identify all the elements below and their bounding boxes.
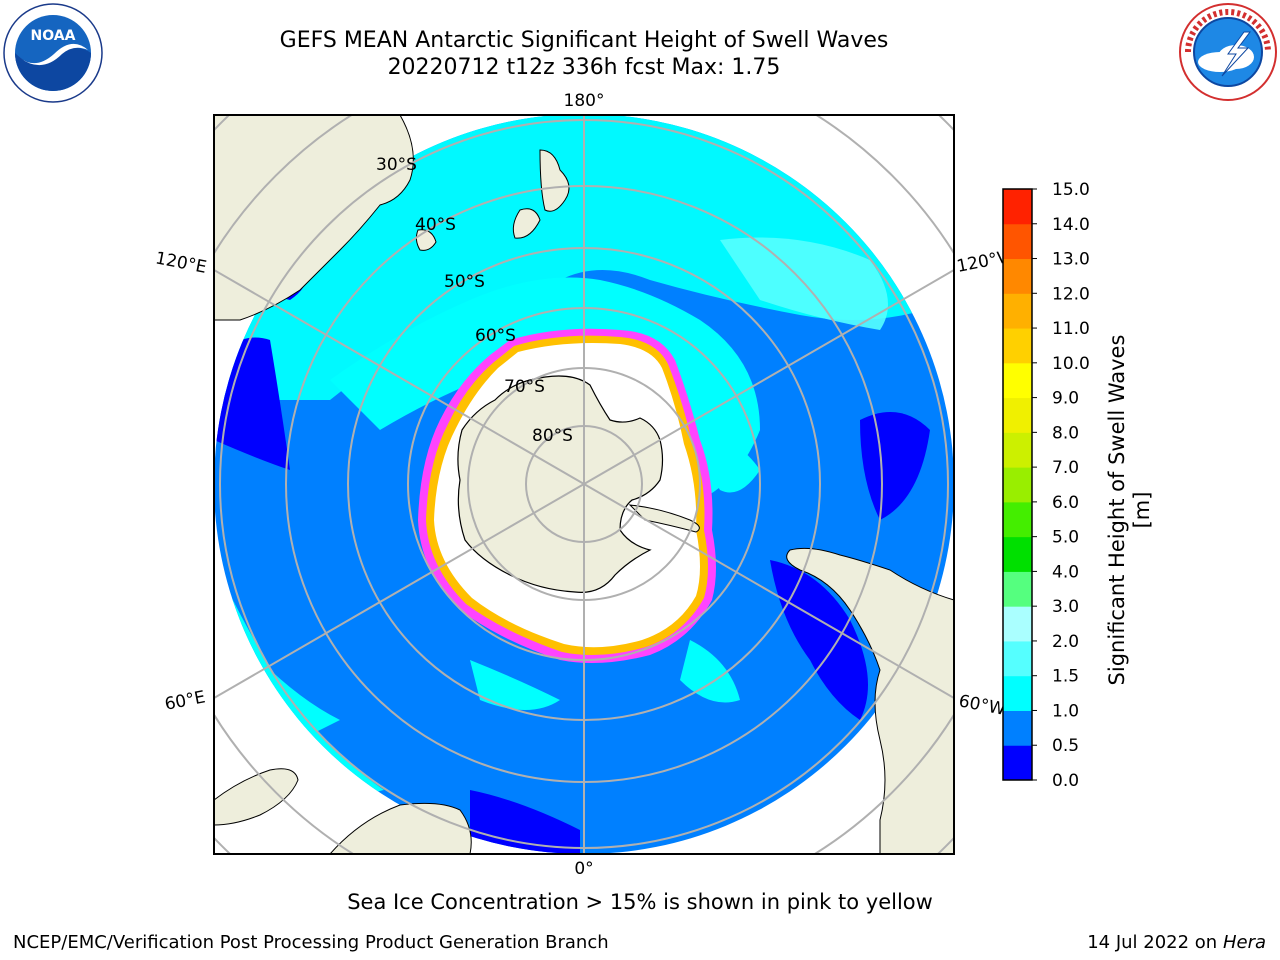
- colorbar-tick-label: 9.0: [1052, 389, 1079, 409]
- noaa-logo: NOAA: [3, 3, 103, 103]
- colorbar-segment: [1003, 293, 1032, 329]
- nws-logo: [1179, 3, 1277, 101]
- colorbar-segment: [1003, 328, 1032, 364]
- colorbar-segment: [1003, 675, 1032, 711]
- colorbar-tick-label: 2.0: [1052, 632, 1079, 652]
- footer-host: Hera: [1222, 932, 1266, 953]
- colorbar-segment: [1003, 606, 1032, 642]
- label-0: 0°: [574, 859, 593, 879]
- colorbar-tick-label: 6.0: [1052, 493, 1079, 513]
- colorbar-tick-label: 11.0: [1052, 319, 1090, 339]
- footer-credit: NCEP/EMC/Verification Post Processing Pr…: [13, 932, 609, 953]
- australia-landmass: [214, 115, 414, 321]
- footer-date: 14 Jul 2022 on Hera: [1087, 932, 1266, 953]
- colorbar-segment: [1003, 571, 1032, 607]
- label-60e: 60°E: [163, 687, 207, 714]
- colorbar-segment: [1003, 467, 1032, 503]
- colorbar-frame: [1002, 188, 1033, 781]
- sea-ice-caption: Sea Ice Concentration > 15% is shown in …: [347, 890, 933, 914]
- madagascar-landmass: [214, 768, 299, 826]
- colorbar-segment: [1003, 397, 1032, 433]
- label-40s: 40°S: [415, 215, 456, 235]
- chart-title: GEFS MEAN Antarctic Significant Height o…: [279, 28, 889, 53]
- footer-date-text: 14 Jul 2022 on: [1087, 932, 1223, 953]
- colorbar-tick-label: 7.0: [1052, 458, 1079, 478]
- colorbar-label: Significant Height of Swell Waves [m]: [1105, 334, 1154, 686]
- colorbar-tick-label: 1.0: [1052, 701, 1079, 721]
- label-80s: 80°S: [532, 426, 573, 446]
- colorbar: 0.0 0.5 1.0 1.5 2.0 3.0 4.0 5.0 6.0 7.0 8.0 9.0 10.0…: [1002, 180, 1090, 791]
- label-60w: 60°W: [957, 691, 1007, 720]
- colorbar-tick-label: 5.0: [1052, 528, 1079, 548]
- colorbar-segment: [1003, 710, 1032, 746]
- colorbar-tick-label: 12.0: [1052, 284, 1090, 304]
- colorbar-tick-label: 13.0: [1052, 250, 1090, 270]
- colorbar-tick-label: 10.0: [1052, 354, 1090, 374]
- label-70s: 70°S: [504, 377, 545, 397]
- label-30s: 30°S: [376, 155, 417, 175]
- colorbar-segment: [1003, 432, 1032, 468]
- colorbar-segment: [1003, 501, 1032, 538]
- colorbar-segment: [1003, 223, 1032, 260]
- new-zealand-landmass: [512, 149, 570, 239]
- colorbar-tick-label: 8.0: [1052, 423, 1079, 443]
- chart-subtitle: 20220712 t12z 336h fcst Max: 1.75: [387, 55, 781, 80]
- colorbar-segment: [1003, 536, 1032, 572]
- antarctica-landmass: [457, 375, 664, 593]
- colorbar-tick-label: 15.0: [1052, 180, 1090, 200]
- colorbar-segment: [1003, 362, 1032, 399]
- colorbar-tick-label: 0.5: [1052, 736, 1079, 756]
- colorbar-tick-label: 3.0: [1052, 597, 1079, 617]
- label-60s: 60°S: [475, 326, 516, 346]
- antarctic-peninsula: [628, 504, 700, 533]
- noaa-logo-text: NOAA: [31, 28, 76, 44]
- colorbar-tick-label: 1.5: [1052, 667, 1079, 687]
- label-180: 180°: [564, 91, 605, 111]
- map-frame: [213, 114, 955, 855]
- label-50s: 50°S: [444, 272, 485, 292]
- colorbar-segment: [1003, 258, 1032, 294]
- colorbar-segment: [1003, 640, 1032, 677]
- colorbar-segment: [1003, 189, 1032, 225]
- south-america-landmass: [786, 547, 954, 854]
- colorbar-tick-label: 14.0: [1052, 215, 1090, 235]
- label-120e: 120°E: [154, 248, 209, 277]
- colorbar-tick-label: 0.0: [1052, 771, 1079, 791]
- colorbar-segment: [1003, 745, 1032, 781]
- colorbar-tick-label: 4.0: [1052, 562, 1079, 582]
- meridian-120e-60w: [214, 269, 954, 699]
